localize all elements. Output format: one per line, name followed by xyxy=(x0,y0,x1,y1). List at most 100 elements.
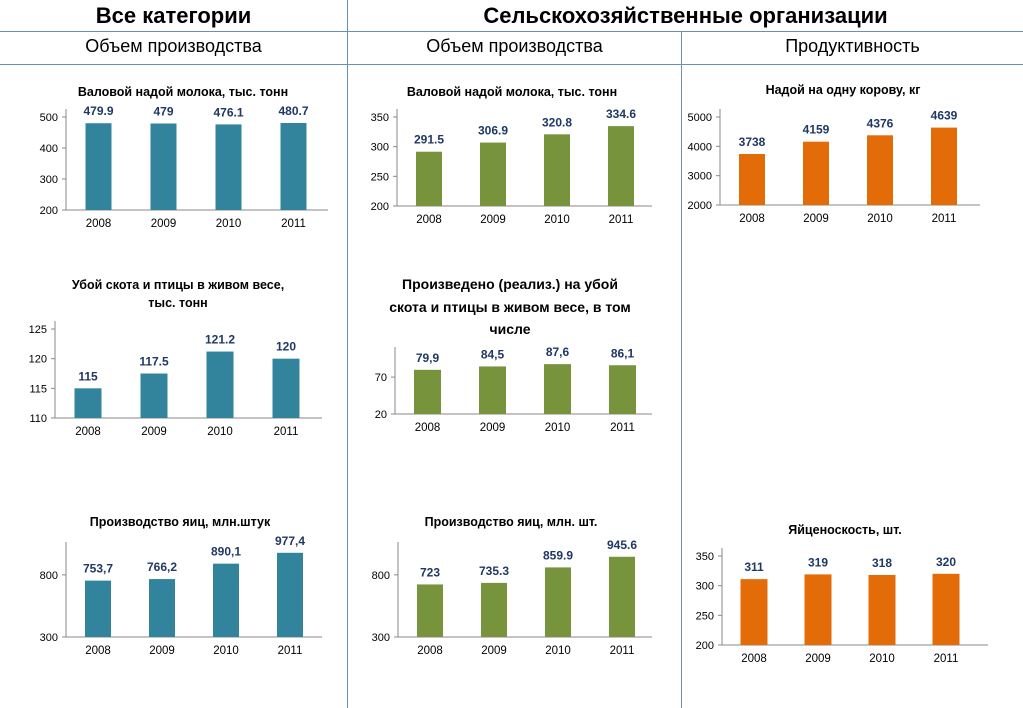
c2-x-tick-label: 2010 xyxy=(544,214,570,226)
c6-bar xyxy=(149,579,175,637)
c6-y-tick-label: 300 xyxy=(40,632,58,644)
c4-y-tick-label: 115 xyxy=(29,383,47,395)
c6-data-label: 753,7 xyxy=(83,562,113,576)
right-column-title: Сельскохозяйственные организации xyxy=(483,3,888,28)
c1-bar xyxy=(150,123,177,210)
c1-data-label: 479 xyxy=(153,105,173,119)
c6-x-tick-label: 2010 xyxy=(213,645,239,657)
c3-x-tick-label: 2008 xyxy=(739,213,765,225)
c4-y-tick-label: 125 xyxy=(29,324,47,336)
c3-x-tick-label: 2011 xyxy=(932,213,957,225)
column-divider-2 xyxy=(681,31,682,708)
c1-y-tick-label: 400 xyxy=(40,143,58,155)
c7-bar xyxy=(481,582,507,637)
c1-x-tick-label: 2010 xyxy=(216,218,242,230)
c1-bar xyxy=(280,122,307,210)
left-column-title: Все категории xyxy=(95,3,252,28)
c4-data-label: 115 xyxy=(78,369,98,383)
c6-data-label: 977,4 xyxy=(275,534,305,548)
c3-data-label: 4376 xyxy=(867,116,894,130)
c8-x-tick-label: 2010 xyxy=(869,653,895,665)
c7-x-tick-label: 2011 xyxy=(610,645,635,657)
c3-data-label: 4639 xyxy=(931,109,958,123)
c2-y-tick-label: 350 xyxy=(371,112,389,124)
c6-title: Производство яиц, млн.штук xyxy=(90,515,271,529)
c2-x-tick-label: 2009 xyxy=(480,214,506,226)
c5-bar xyxy=(479,366,506,414)
c2-data-label: 291.5 xyxy=(414,133,444,147)
c8-y-tick-label: 300 xyxy=(696,581,714,593)
c8-data-label: 319 xyxy=(808,555,828,569)
c8-data-label: 318 xyxy=(872,556,892,570)
c4-bar xyxy=(74,388,102,418)
c6-y-tick-label: 800 xyxy=(40,570,58,582)
col3-subtitle: Продуктивность xyxy=(785,36,920,56)
c4-data-label: 117.5 xyxy=(139,355,169,369)
c3-y-tick-label: 5000 xyxy=(688,112,712,124)
c8-y-tick-label: 250 xyxy=(696,610,714,622)
col1-subtitle: Объем производства xyxy=(85,36,262,56)
c3-y-tick-label: 4000 xyxy=(688,141,712,153)
c7-y-tick-label: 300 xyxy=(372,632,390,644)
c4-title: Убой скота и птицы в живом весе, xyxy=(72,278,284,292)
c4-y-tick-label: 110 xyxy=(29,413,47,425)
c7-title: Производство яиц, млн. шт. xyxy=(425,515,598,529)
c6-data-label: 890,1 xyxy=(211,545,241,559)
c8-data-label: 320 xyxy=(936,555,956,569)
c1-x-tick-label: 2009 xyxy=(151,218,177,230)
col2-subtitle: Объем производства xyxy=(426,36,603,56)
c5-x-tick-label: 2009 xyxy=(480,422,506,434)
c7-x-tick-label: 2008 xyxy=(417,645,443,657)
c2-bar xyxy=(480,142,506,206)
c3-y-tick-label: 2000 xyxy=(688,200,712,212)
c2-bar xyxy=(608,126,634,206)
c5-title: числе xyxy=(489,321,530,337)
c2-y-tick-label: 200 xyxy=(371,201,389,213)
c6-bar xyxy=(85,580,111,637)
c1-y-tick-label: 200 xyxy=(40,205,58,217)
c5-x-tick-label: 2011 xyxy=(610,422,635,434)
c5-bar xyxy=(544,364,571,414)
column-divider-1 xyxy=(347,0,348,708)
c5-bar xyxy=(609,365,636,414)
c5-y-tick-label: 20 xyxy=(375,409,387,421)
c8-y-tick-label: 200 xyxy=(696,640,714,652)
c2-data-label: 320.8 xyxy=(542,115,572,129)
c5-x-tick-label: 2010 xyxy=(545,422,571,434)
c3-data-label: 4159 xyxy=(803,123,830,137)
c8-x-tick-label: 2009 xyxy=(805,653,831,665)
c5-title: Произведено (реализ.) на убой xyxy=(402,276,618,292)
c1-bar xyxy=(215,124,242,210)
c2-bar xyxy=(416,151,442,206)
c6-x-tick-label: 2011 xyxy=(278,645,303,657)
c1-data-label: 479.9 xyxy=(83,104,113,118)
c3-data-label: 3738 xyxy=(739,135,766,149)
c4-x-tick-label: 2008 xyxy=(75,426,101,438)
c6-data-label: 766,2 xyxy=(147,560,177,574)
c8-bar xyxy=(804,574,832,645)
c2-bar xyxy=(544,134,570,206)
c8-y-tick-label: 350 xyxy=(696,551,714,563)
c4-data-label: 121.2 xyxy=(205,333,235,347)
c3-y-tick-label: 3000 xyxy=(688,171,712,183)
header-divider-top xyxy=(0,31,1023,32)
c7-bar xyxy=(545,567,571,637)
c5-y-tick-label: 70 xyxy=(375,372,387,384)
c5-x-tick-label: 2008 xyxy=(415,422,441,434)
c7-data-label: 735.3 xyxy=(479,564,509,578)
c1-data-label: 480.7 xyxy=(278,104,308,118)
c7-y-tick-label: 800 xyxy=(372,570,390,582)
c1-y-tick-label: 300 xyxy=(40,174,58,186)
c7-x-tick-label: 2010 xyxy=(545,645,571,657)
c3-bar xyxy=(867,135,893,205)
c7-data-label: 859.9 xyxy=(543,548,573,562)
c4-title: тыс. тонн xyxy=(148,296,207,310)
c1-title: Валовой надой молока, тыс. тонн xyxy=(78,85,288,99)
c8-x-tick-label: 2011 xyxy=(934,653,959,665)
c5-data-label: 86,1 xyxy=(611,346,635,360)
c5-data-label: 84,5 xyxy=(481,347,505,361)
c5-data-label: 87,6 xyxy=(546,345,570,359)
c4-bar xyxy=(206,351,234,418)
c2-y-tick-label: 250 xyxy=(371,171,389,183)
